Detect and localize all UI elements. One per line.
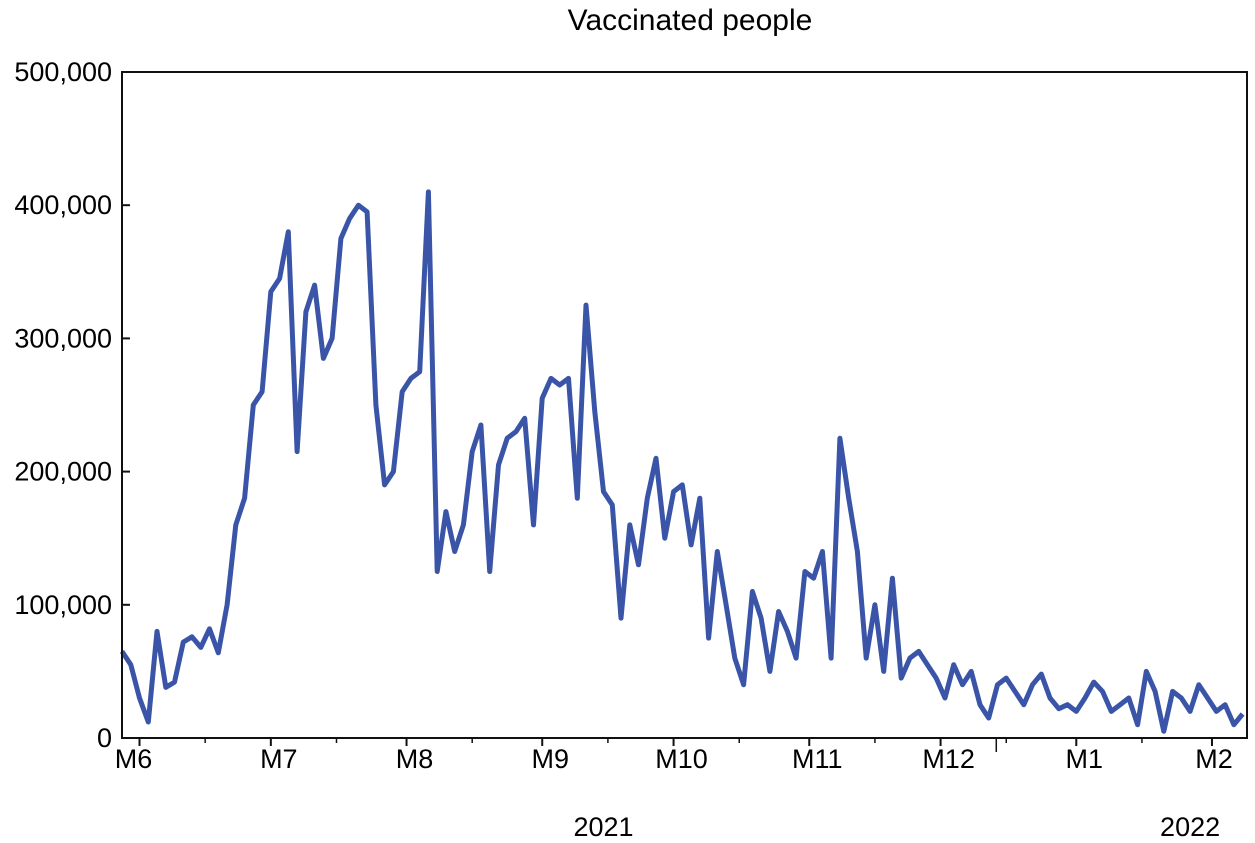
year-label: 2021 <box>573 812 633 842</box>
x-tick-label: M7 <box>260 744 298 774</box>
x-tick-label: M11 <box>792 744 843 774</box>
x-tick-label: M12 <box>922 744 975 774</box>
y-tick-label: 200,000 <box>14 457 112 487</box>
y-tick-label: 0 <box>97 723 112 753</box>
x-tick-label: M6 <box>115 744 153 774</box>
x-tick-label: M2 <box>1195 744 1233 774</box>
x-tick-label: M9 <box>531 744 569 774</box>
series-line-vaccinated-people <box>119 189 1245 734</box>
y-tick-label: 300,000 <box>14 323 112 353</box>
plot-frame <box>121 71 1248 739</box>
x-tick-label: M1 <box>1066 744 1104 774</box>
x-tick-label: M8 <box>396 744 434 774</box>
x-axis: M6 M7 M8 M9 M10 M11 M12 M1 M2 2021 2022 <box>115 738 1233 842</box>
y-tick-label: 500,000 <box>14 57 112 87</box>
y-axis: 0 100,000 200,000 300,000 400,000 500,000 <box>14 57 130 753</box>
y-tick-label: 100,000 <box>14 590 112 620</box>
year-label: 2022 <box>1160 812 1220 842</box>
y-tick-label: 400,000 <box>14 190 112 220</box>
x-tick-label: M10 <box>655 744 708 774</box>
chart-title: Vaccinated people <box>568 4 813 37</box>
